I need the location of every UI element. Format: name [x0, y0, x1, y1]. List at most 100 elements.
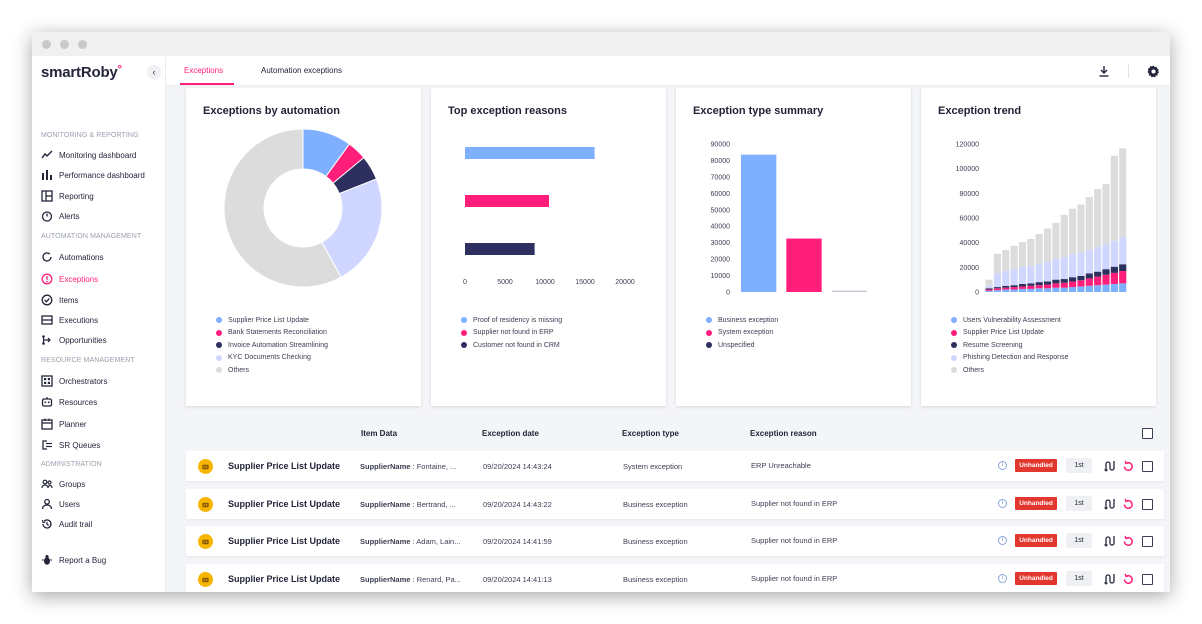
card-exception-trend: Exception trend 0 20000 40000 60000 80000 100…: [921, 88, 1156, 406]
y-tick-label: 100000: [956, 166, 979, 173]
row-checkbox[interactable]: [1142, 499, 1153, 510]
sidebar-item-audit-trail[interactable]: Audit trail: [41, 515, 161, 533]
table-row[interactable]: Supplier Price List Update SupplierName …: [186, 564, 1164, 592]
legend-swatch: [216, 317, 222, 324]
assign-icon[interactable]: [1102, 534, 1116, 548]
sidebar-item-reporting[interactable]: Reporting: [41, 187, 161, 205]
sidebar-item-planner[interactable]: Planner: [41, 415, 161, 433]
table-row[interactable]: Supplier Price List Update SupplierName …: [186, 489, 1164, 519]
legend-item[interactable]: Proof of residency is missing: [461, 314, 562, 327]
sidebar-item-alerts[interactable]: Alerts: [41, 207, 161, 225]
stacked-segment: [1094, 189, 1102, 247]
sidebar-item-opportunities[interactable]: Opportunities: [41, 331, 161, 349]
window-control-dot[interactable]: [42, 40, 51, 49]
legend-item[interactable]: Phishing Detection and Response: [951, 352, 1068, 365]
app-logo[interactable]: smartRoby˚: [41, 64, 123, 81]
card-exceptions-by-automation: Exceptions by automation Supplier Price …: [186, 88, 421, 406]
legend-item[interactable]: Resume Screening: [951, 339, 1068, 352]
y-tick-label: 20000: [960, 265, 980, 272]
collapse-sidebar-button[interactable]: ‹: [147, 65, 161, 79]
y-tick-label: 20000: [711, 257, 731, 264]
window-control-dot[interactable]: [78, 40, 87, 49]
exception-reason: Supplier not found in ERP: [751, 574, 838, 583]
legend-item[interactable]: Invoice Automation Streamlining: [216, 339, 328, 352]
legend-item[interactable]: Supplier Price List Update: [951, 327, 1068, 340]
card-exception-type-summary: Exception type summary 0 10000 20000 30000 4…: [676, 88, 911, 406]
legend-swatch: [461, 317, 467, 324]
column-header-exception-type[interactable]: Exception type: [622, 429, 679, 438]
table-row[interactable]: Supplier Price List Update SupplierName …: [186, 451, 1164, 481]
info-icon[interactable]: i: [998, 461, 1007, 470]
stacked-segment: [993, 253, 1002, 274]
legend-item[interactable]: Supplier not found in ERP: [461, 327, 562, 340]
tab-exceptions[interactable]: Exceptions: [184, 66, 224, 75]
row-checkbox[interactable]: [1142, 461, 1153, 472]
column-header-exception-reason[interactable]: Exception reason: [750, 429, 817, 438]
info-icon[interactable]: i: [998, 574, 1007, 583]
bar: [465, 243, 535, 255]
select-all-checkbox[interactable]: [1142, 428, 1153, 439]
sidebar-item-performance-dashboard[interactable]: Performance dashboard: [41, 166, 161, 184]
sidebar-item-resources[interactable]: Resources: [41, 393, 161, 411]
legend-item[interactable]: Others: [216, 364, 328, 377]
legend-item[interactable]: System exception: [706, 327, 778, 340]
sidebar-item-label: Groups: [59, 479, 86, 489]
info-icon[interactable]: i: [998, 499, 1007, 508]
sidebar-item-label: Automations: [59, 252, 104, 262]
legend-item[interactable]: Users Vulnerability Assessment: [951, 314, 1068, 327]
assign-icon[interactable]: [1102, 497, 1116, 511]
sidebar-item-executions[interactable]: Executions: [41, 311, 161, 329]
sidebar-item-groups[interactable]: Groups: [41, 475, 161, 493]
legend-item[interactable]: Unspecified: [706, 339, 778, 352]
row-checkbox[interactable]: [1142, 536, 1153, 547]
gear-icon[interactable]: [1146, 64, 1160, 78]
section-automation: AUTOMATION MANAGEMENT: [41, 233, 142, 240]
assign-icon[interactable]: [1102, 459, 1116, 473]
sidebar-item-label: Monitoring dashboard: [59, 150, 137, 160]
legend-swatch: [216, 329, 222, 336]
horizontal-bar-chart: 0 5000 10000 15000 20000: [463, 147, 635, 286]
retry-icon[interactable]: [1121, 534, 1135, 548]
sidebar-item-users[interactable]: Users: [41, 495, 161, 513]
stacked-segment: [1085, 285, 1093, 292]
sidebar-item-monitoring-dashboard[interactable]: Monitoring dashboard: [41, 146, 161, 164]
retry-icon[interactable]: [1121, 572, 1135, 586]
legend-item[interactable]: Bank Statements Reconciliation: [216, 327, 328, 340]
card-top-exception-reasons: Top exception reasons 0 5000 10000 15000 200…: [431, 88, 666, 406]
legend-label: Resume Screening: [963, 341, 1023, 349]
legend-item[interactable]: Business exception: [706, 314, 778, 327]
sidebar-item-report-bug[interactable]: Report a Bug: [41, 551, 161, 569]
legend-item[interactable]: KYC Documents Checking: [216, 352, 328, 365]
item-data-value: : Fontaine, ...: [410, 462, 457, 471]
sidebar-item-items[interactable]: Items: [41, 291, 161, 309]
download-icon[interactable]: [1097, 64, 1111, 78]
row-checkbox[interactable]: [1142, 574, 1153, 585]
legend-item[interactable]: Others: [951, 364, 1068, 377]
item-data: SupplierName : Fontaine, ...: [360, 462, 456, 471]
tab-automation-exceptions[interactable]: Automation exceptions: [261, 66, 342, 75]
sidebar-item-exceptions[interactable]: Exceptions: [41, 270, 161, 288]
y-tick-label: 50000: [711, 207, 731, 214]
sidebar-item-automations[interactable]: Automations: [41, 248, 161, 266]
stacked-segment: [993, 290, 1002, 292]
assign-icon[interactable]: [1102, 572, 1116, 586]
stacked-segment: [1060, 282, 1068, 288]
column-header-exception-date[interactable]: Exception date: [482, 429, 539, 438]
stacked-segment: [1043, 228, 1052, 262]
stacked-segment: [1035, 234, 1043, 264]
robot-avatar-icon: [198, 572, 213, 587]
stacked-segment: [1002, 289, 1010, 292]
y-tick-label: 80000: [960, 191, 980, 198]
info-icon[interactable]: i: [998, 536, 1007, 545]
retry-icon[interactable]: [1121, 497, 1135, 511]
column-header-item-data[interactable]: Item Data: [361, 429, 398, 438]
legend-item[interactable]: Customer not found in CRM: [461, 339, 562, 352]
retry-icon[interactable]: [1121, 459, 1135, 473]
sidebar-item-sr-queues[interactable]: SR Queues: [41, 436, 161, 454]
level-badge: 1st: [1066, 533, 1092, 548]
item-data-value: : Adam, Lain...: [410, 537, 461, 546]
window-control-dot[interactable]: [60, 40, 69, 49]
legend-item[interactable]: Supplier Price List Update: [216, 314, 328, 327]
table-row[interactable]: Supplier Price List Update SupplierName …: [186, 526, 1164, 556]
sidebar-item-orchestrators[interactable]: Orchestrators: [41, 372, 161, 390]
